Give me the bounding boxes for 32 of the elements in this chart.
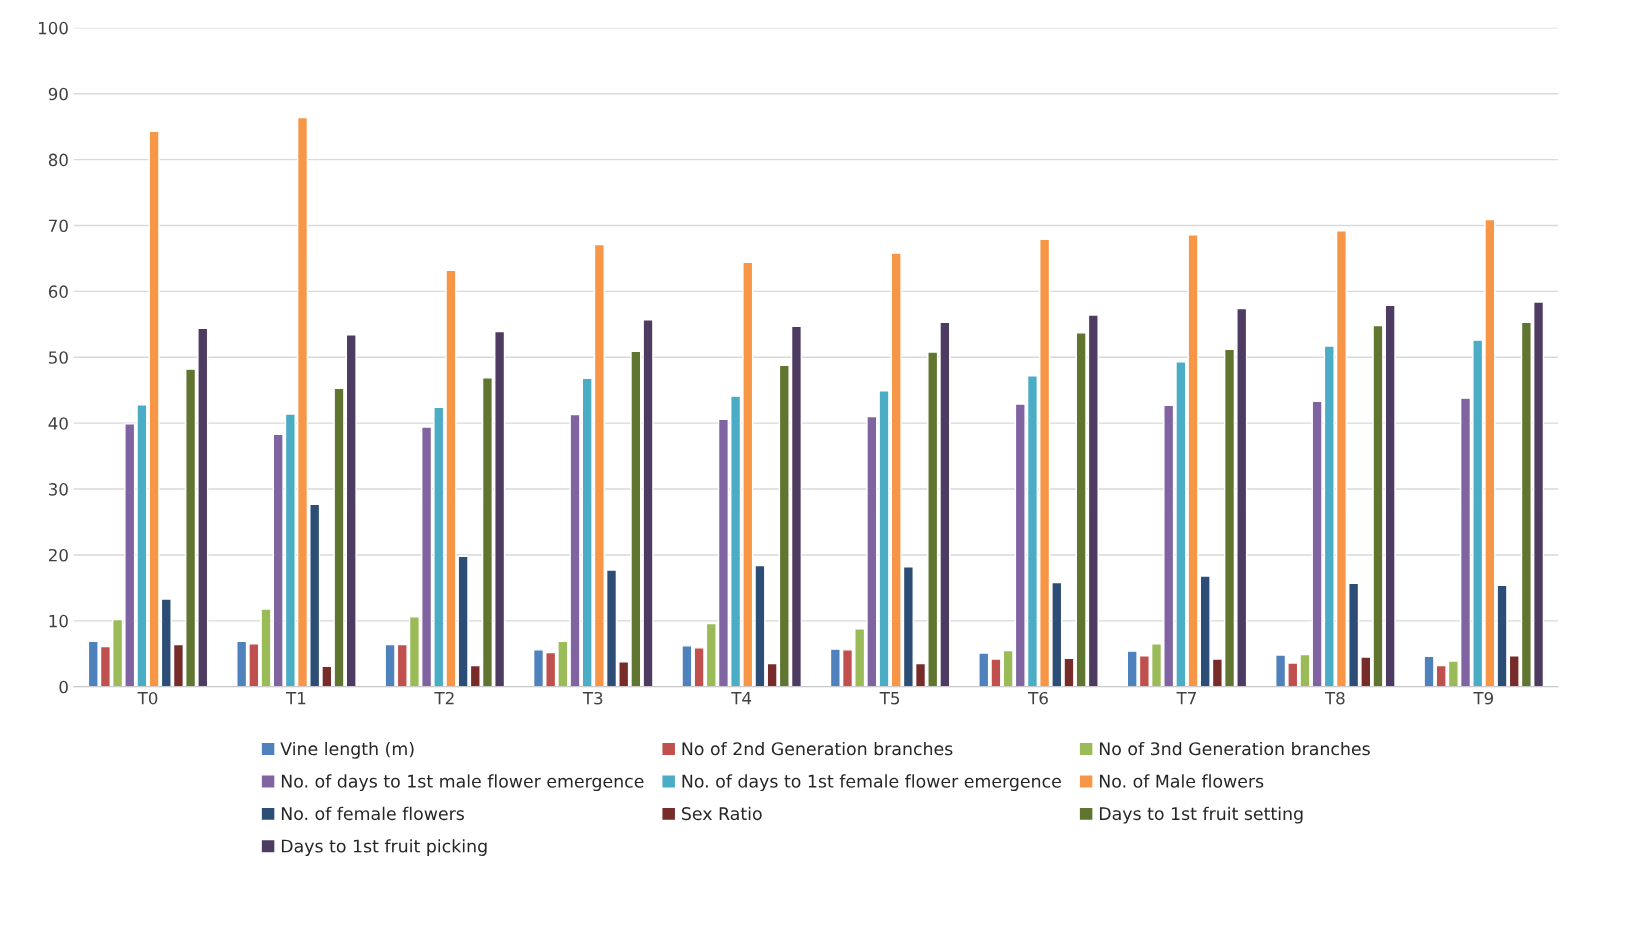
x-tick-label: T7 (1176, 692, 1196, 705)
y-tick-label: 20 (48, 548, 68, 562)
legend-label: Days to 1st fruit setting (1099, 806, 1303, 824)
x-tick-label: T1 (285, 692, 306, 705)
bar (681, 645, 693, 687)
x-tick-label: T9 (1473, 691, 1494, 705)
y-tick-label: 80 (48, 153, 68, 167)
legend-label: No. of days to 1st male flower emergence (281, 774, 644, 792)
y-tick-label: 50 (49, 351, 68, 364)
legend-label: No of 3nd Generation branches (1099, 741, 1370, 756)
y-tick-label: 0 (59, 680, 68, 694)
legend-label: No. of female flowers (281, 806, 464, 821)
x-tick-label: T4 (731, 692, 752, 705)
y-tick-label: 40 (48, 417, 68, 430)
x-tick-label: T3 (582, 691, 603, 705)
y-tick-label: 10 (49, 614, 68, 628)
y-tick-label: 60 (48, 285, 68, 298)
legend-label: No of 2nd Generation branches (682, 741, 953, 756)
legend-label: Sex Ratio (681, 806, 762, 821)
y-tick-label: 30 (49, 483, 68, 496)
y-tick-label: 90 (48, 87, 68, 101)
y-tick-label: 70 (49, 219, 68, 233)
y-tick-label: 100 (38, 21, 68, 35)
legend-label: No. of days to 1st female flower emergence (682, 774, 1061, 792)
x-tick-label: T2 (434, 691, 454, 705)
x-tick-label: T5 (879, 692, 900, 705)
x-tick-label: T8 (1324, 691, 1345, 705)
x-tick-label: T0 (137, 691, 158, 705)
legend-label: Days to 1st fruit picking (281, 839, 487, 856)
legend-label: No. of Male flowers (1099, 774, 1264, 788)
x-tick-label: T6 (1028, 691, 1048, 705)
legend-label: Vine length (m) (280, 741, 414, 759)
